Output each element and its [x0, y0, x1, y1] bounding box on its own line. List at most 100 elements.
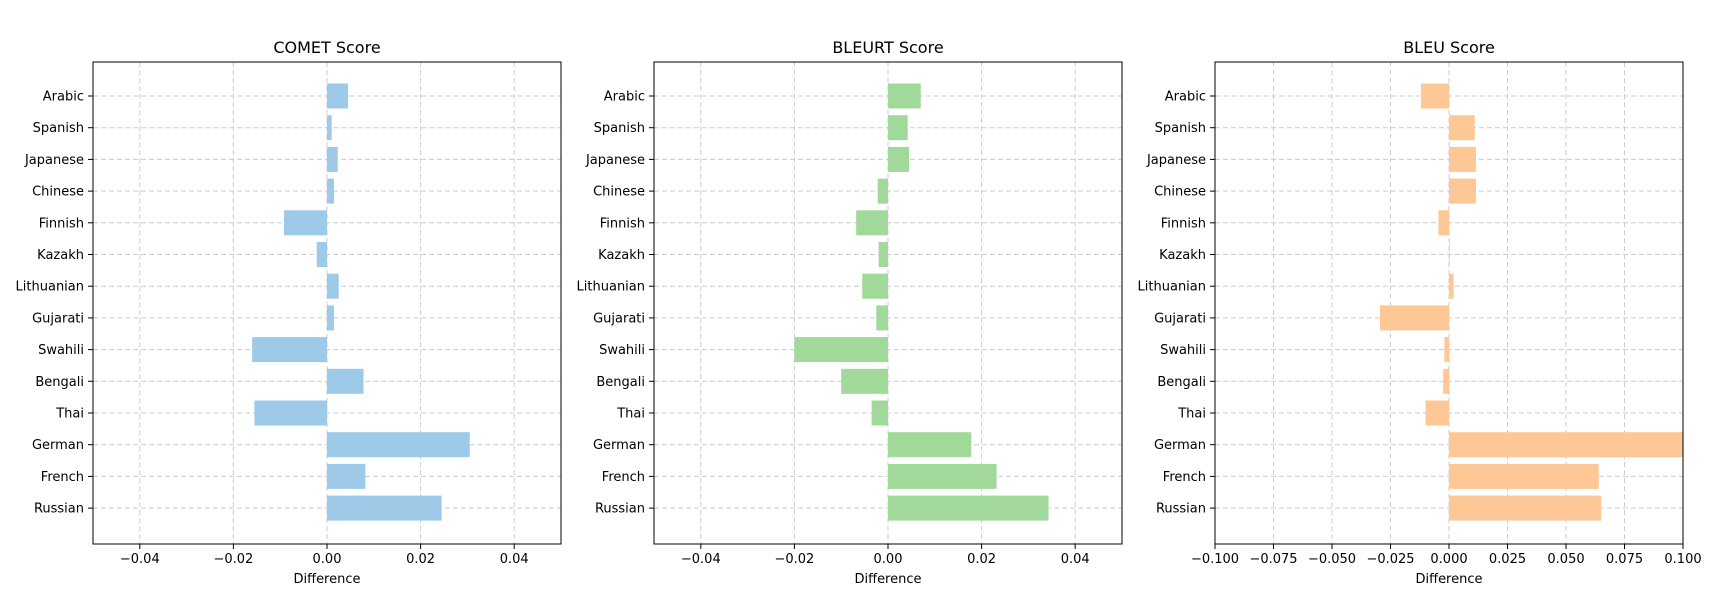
category-label: Swahili [1160, 343, 1206, 358]
bar-kazakh [316, 242, 327, 267]
bar-arabic [1420, 83, 1449, 109]
bar-chinese [1449, 178, 1476, 204]
category-label: Japanese [24, 153, 84, 168]
category-label: Swahili [599, 343, 645, 358]
category-label: Kazakh [598, 248, 645, 263]
bar-lithuanian [862, 273, 888, 299]
category-label: Lithuanian [577, 280, 645, 295]
category-label: Russian [34, 502, 84, 517]
bar-thai [254, 400, 327, 426]
category-label: Bengali [1157, 375, 1206, 390]
panel-title: COMET Score [273, 38, 380, 57]
category-label: Arabic [43, 90, 84, 105]
x-tick-label: 0.050 [1547, 552, 1584, 567]
bar-french [888, 463, 997, 489]
x-tick-label: −0.02 [213, 552, 253, 567]
panel-title: BLEU Score [1403, 38, 1495, 57]
plot-frame [653, 61, 1123, 545]
bar-finnish [1438, 210, 1449, 236]
bar-french [1449, 463, 1599, 489]
category-label: Gujarati [1154, 311, 1206, 326]
category-label: Thai [616, 407, 645, 422]
bar-german [1449, 432, 1683, 458]
category-label: Arabic [1165, 90, 1206, 105]
plot-frame [92, 61, 562, 545]
x-axis-label: Difference [854, 572, 921, 587]
x-tick-label: 0.100 [1664, 552, 1701, 567]
category-label: Finnish [39, 216, 84, 231]
bar-german [888, 432, 972, 458]
category-label: Swahili [38, 343, 84, 358]
bar-russian [1449, 495, 1602, 521]
x-tick-label: −0.04 [681, 552, 721, 567]
category-label: Kazakh [1159, 248, 1206, 263]
category-label: German [593, 438, 645, 453]
bar-kazakh [878, 242, 888, 267]
x-tick-label: −0.04 [120, 552, 160, 567]
category-label: Chinese [593, 185, 645, 200]
category-label: Japanese [585, 153, 645, 168]
bar-swahili [252, 337, 327, 363]
bar-russian [327, 495, 442, 521]
category-label: Russian [1156, 502, 1206, 517]
x-tick-label: −0.02 [774, 552, 814, 567]
bar-swahili [1444, 337, 1449, 363]
bar-lithuanian [327, 273, 339, 299]
category-label: Bengali [35, 375, 84, 390]
x-axis-label: Difference [1415, 572, 1482, 587]
bar-japanese [327, 146, 338, 172]
bar-gujarati [327, 305, 335, 331]
category-label: Lithuanian [16, 280, 84, 295]
bar-spanish [1449, 115, 1475, 141]
x-tick-label: 0.00 [874, 552, 903, 567]
x-axis-label: Difference [293, 572, 360, 587]
category-label: Finnish [1161, 216, 1206, 231]
bar-japanese [888, 146, 910, 172]
category-label: Finnish [600, 216, 645, 231]
x-tick-label: 0.025 [1489, 552, 1526, 567]
category-label: German [32, 438, 84, 453]
bar-spanish [888, 115, 908, 141]
category-label: Gujarati [593, 311, 645, 326]
category-label: French [602, 470, 645, 485]
category-label: Gujarati [32, 311, 84, 326]
bar-french [327, 463, 366, 489]
category-label: Thai [1177, 407, 1206, 422]
category-label: German [1154, 438, 1206, 453]
x-tick-label: 0.075 [1606, 552, 1643, 567]
plot-frame [1214, 61, 1684, 545]
category-label: Spanish [594, 121, 645, 136]
bar-finnish [283, 210, 327, 236]
bar-russian [888, 495, 1049, 521]
bar-arabic [888, 83, 921, 109]
category-label: Lithuanian [1138, 280, 1206, 295]
bar-japanese [1449, 146, 1476, 172]
x-tick-label: −0.025 [1366, 552, 1414, 567]
bleurt-score-panel: BLEURT Score Difference −0.04 −0.02 0.00 0.… [577, 38, 1123, 587]
category-label: French [1163, 470, 1206, 485]
bar-bengali [1443, 368, 1449, 394]
bar-thai [1425, 400, 1449, 426]
comet-score-panel: COMET Score Difference −0.04 −0.02 0.00 0.0… [16, 38, 562, 587]
bar-arabic [327, 83, 349, 109]
bar-gujarati [1379, 305, 1449, 331]
x-tick-label: 0.04 [1061, 552, 1090, 567]
x-tick-label: 0.02 [967, 552, 996, 567]
x-tick-label: 0.000 [1430, 552, 1467, 567]
x-tick-label: −0.100 [1191, 552, 1239, 567]
category-label: Arabic [604, 90, 645, 105]
category-label: Japanese [1146, 153, 1206, 168]
category-label: Bengali [596, 375, 645, 390]
category-label: French [41, 470, 84, 485]
category-label: Russian [595, 502, 645, 517]
category-label: Chinese [32, 185, 84, 200]
bar-gujarati [876, 305, 888, 331]
x-tick-label: 0.00 [313, 552, 342, 567]
bar-kazakh [1449, 242, 1450, 267]
bar-bengali [327, 368, 364, 394]
bar-lithuanian [1449, 273, 1454, 299]
x-tick-label: 0.02 [406, 552, 435, 567]
bar-finnish [856, 210, 888, 236]
category-label: Chinese [1154, 185, 1206, 200]
